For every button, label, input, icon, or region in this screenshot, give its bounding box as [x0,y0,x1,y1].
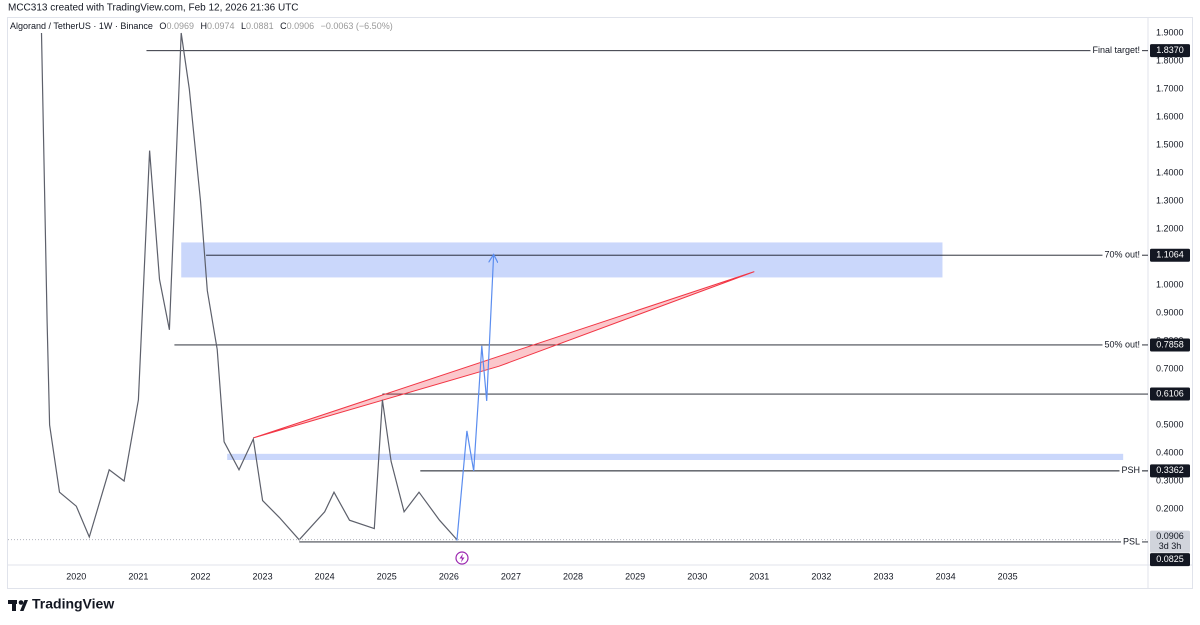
y-tick-label: 1.8000 [1156,55,1184,65]
price-badge [1150,387,1190,401]
symbol: Algorand / TetherUS · 1W · Binance [10,21,153,31]
ohlc-value: 0.0974 [207,21,235,31]
zone [181,242,943,278]
level-label: 70% out! [1104,250,1140,260]
price-badge-label: 1.1064 [1156,250,1184,260]
y-tick-label: 1.4000 [1156,167,1184,177]
price-badge-label: 0.3362 [1156,465,1184,475]
ohlc-label: L [241,21,246,31]
y-tick-label: 1.3000 [1156,195,1184,205]
x-tick-label: 2021 [128,571,148,581]
x-tick-label: 2026 [439,571,459,581]
wedge [253,271,755,439]
y-tick-label: 0.7000 [1156,363,1184,373]
brand: TradingView [32,596,114,612]
change: −0.0063 (−6.50%) [321,21,393,31]
ohlc-label: C [280,21,287,31]
x-tick-label: 2035 [998,571,1018,581]
x-tick-label: 2022 [190,571,210,581]
x-tick-label: 2025 [377,571,397,581]
x-tick-label: 2023 [253,571,273,581]
level-label-bg [1090,45,1142,56]
price-line [40,32,458,541]
price-badge [1150,338,1190,352]
level-label-bg [1120,536,1142,547]
level-label: PSL [1123,536,1140,546]
price-badge-label: 0.7858 [1156,339,1184,349]
price-badge [1150,44,1190,58]
current-badge-label: 0.0906 [1156,531,1184,541]
frame [7,17,1193,589]
level-label-bg [1102,249,1142,260]
x-tick-label: 2029 [625,571,645,581]
y-tick-label: 1.0000 [1156,279,1184,289]
level-label: 50% out! [1104,339,1140,349]
x-tick-label: 2034 [936,571,956,581]
brand-logo [8,600,28,611]
y-tick-label: 0.2000 [1156,503,1184,513]
y-tick-label: 1.6000 [1156,111,1184,121]
y-tick-label: 0.9000 [1156,307,1184,317]
x-tick-label: 2028 [563,571,583,581]
level-label: PSH [1121,465,1140,475]
price-badge-label: 1.8370 [1156,45,1184,55]
current-badge [1150,530,1190,553]
ohlc-label: O [159,21,166,31]
price-badge-label: 0.0825 [1156,554,1184,564]
event-icon [455,551,469,565]
ohlc-value: 0.0969 [166,21,194,31]
projection [456,256,494,541]
header: MCC313 created with TradingView.com, Feb… [8,3,299,14]
y-tick-label: 1.5000 [1156,139,1184,149]
x-tick-label: 2031 [749,571,769,581]
y-tick-label: 1.9000 [1156,27,1184,37]
y-tick-label: 1.7000 [1156,83,1184,93]
y-tick-label: 0.3000 [1156,475,1184,485]
plot-area [40,32,1148,543]
x-tick-label: 2033 [873,571,893,581]
ohlc-label: H [200,21,207,31]
legend: Algorand / TetherUS · 1W · Binance O0.09… [10,21,393,31]
price-badge-label: 0.6106 [1156,388,1184,398]
price-badge [1150,464,1190,478]
level-label-bg [1119,465,1142,476]
level-label-bg [1102,339,1142,350]
x-tick-label: 2024 [315,571,335,581]
zone [227,453,1124,460]
countdown: 3d 3h [1159,541,1182,551]
x-tick-label: 2020 [66,571,86,581]
x-tick-label: 2032 [811,571,831,581]
price-badge [1150,553,1190,567]
x-tick-label: 2027 [501,571,521,581]
level-label: Final target! [1092,45,1140,55]
x-tick-label: 2030 [687,571,707,581]
ohlc-value: 0.0881 [246,21,274,31]
y-tick-label: 1.2000 [1156,223,1184,233]
y-tick-label: 0.5000 [1156,419,1184,429]
y-tick-label: 0.4000 [1156,447,1184,457]
ohlc-value: 0.0906 [287,21,315,31]
price-badge [1150,248,1190,262]
